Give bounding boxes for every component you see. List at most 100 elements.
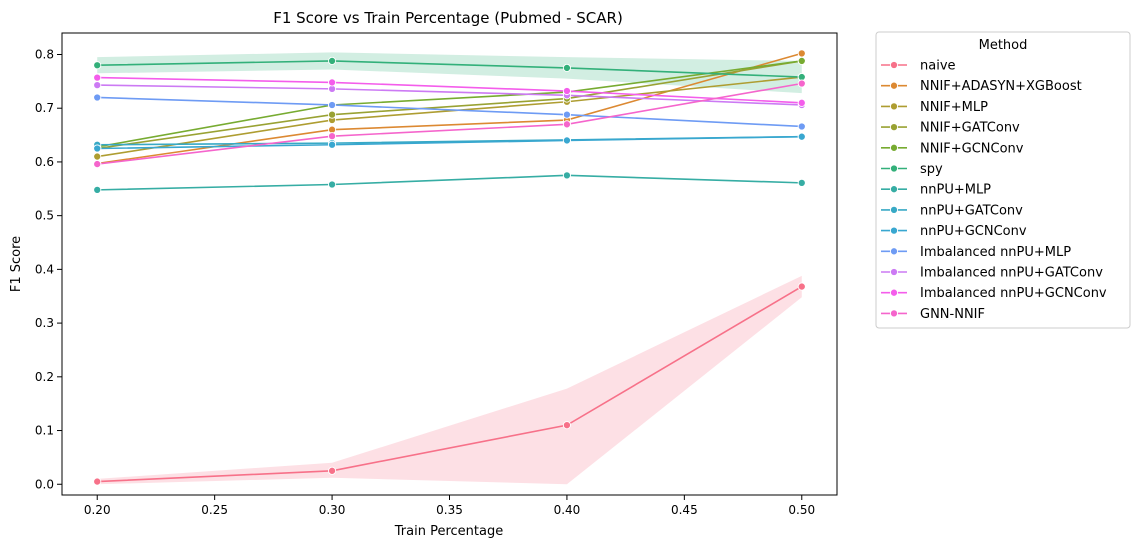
data-point xyxy=(797,178,806,187)
x-tick-label: 0.45 xyxy=(671,503,698,517)
data-point xyxy=(562,120,571,129)
data-point xyxy=(328,56,337,65)
x-tick-label: 0.20 xyxy=(84,503,111,517)
data-point xyxy=(328,466,337,475)
legend-item: Imbalanced nnPU+MLP xyxy=(881,245,1071,260)
data-point xyxy=(93,144,102,153)
y-axis-label: F1 Score xyxy=(9,236,24,292)
series-line xyxy=(97,135,802,150)
series-line xyxy=(97,60,802,148)
data-point xyxy=(93,477,102,486)
data-point xyxy=(562,421,571,430)
y-tick-label: 0.1 xyxy=(35,424,54,438)
legend-label: NNIF+MLP xyxy=(920,100,988,115)
data-point xyxy=(797,132,806,141)
data-point xyxy=(328,78,337,87)
legend-label: Imbalanced nnPU+GCNConv xyxy=(920,286,1107,301)
x-axis: 0.20 0.25 0.30 0.35 0.40 0.45 0.50 xyxy=(84,495,815,517)
data-point xyxy=(562,136,571,145)
x-tick-label: 0.50 xyxy=(788,503,815,517)
y-tick-label: 0.7 xyxy=(35,101,54,115)
legend-title: Method xyxy=(979,38,1028,53)
data-point xyxy=(93,81,102,90)
legend-label: nnPU+MLP xyxy=(920,183,991,198)
legend-label: nnPU+GATConv xyxy=(920,203,1023,218)
x-tick-label: 0.25 xyxy=(201,503,228,517)
series-line xyxy=(97,76,802,158)
legend-marker xyxy=(889,60,899,70)
data-point xyxy=(562,86,571,96)
series-line xyxy=(97,285,803,483)
data-point xyxy=(797,49,806,58)
series-line xyxy=(97,174,802,191)
legend-item: NNIF+MLP xyxy=(881,100,988,115)
legend-item: Imbalanced nnPU+GATConv xyxy=(881,266,1103,281)
data-point xyxy=(797,56,806,65)
series-line xyxy=(97,76,802,104)
data-point xyxy=(93,160,102,169)
chart-title: F1 Score vs Train Percentage (Pubmed - S… xyxy=(273,9,623,27)
data-point xyxy=(328,180,337,189)
data-point xyxy=(797,98,806,107)
confidence-bands xyxy=(97,52,802,485)
legend-item: NNIF+GCNConv xyxy=(881,141,1024,156)
legend-marker xyxy=(889,267,899,277)
data-point xyxy=(797,282,806,291)
legend-marker xyxy=(889,205,899,214)
legend: Method naive NNIF+ADASYN+XGBoost NNIF+MLP N… xyxy=(875,31,1131,329)
data-point xyxy=(93,185,102,194)
series-line xyxy=(97,60,802,78)
legend-marker xyxy=(889,309,899,318)
y-axis: 0.0 0.1 0.2 0.3 0.4 0.5 0.6 0.7 0.8 xyxy=(35,47,62,491)
data-point xyxy=(93,93,102,102)
legend-item: nnPU+GATConv xyxy=(881,203,1023,218)
legend-marker xyxy=(889,81,899,90)
legend-item: spy xyxy=(881,162,943,177)
legend-marker xyxy=(889,143,899,152)
legend-label: nnPU+GCNConv xyxy=(920,224,1027,239)
legend-label: NNIF+GCNConv xyxy=(920,141,1024,156)
legend-marker xyxy=(889,164,899,173)
series-lines xyxy=(97,52,803,483)
y-tick-label: 0.0 xyxy=(35,477,54,491)
data-point xyxy=(328,100,337,110)
legend-item: NNIF+GATConv xyxy=(881,121,1020,136)
data-point xyxy=(328,132,337,141)
series-line xyxy=(97,82,802,165)
data-point xyxy=(797,122,806,131)
legend-item: nnPU+MLP xyxy=(881,183,991,198)
data-point xyxy=(797,79,806,88)
data-point xyxy=(93,152,102,161)
y-tick-label: 0.2 xyxy=(35,370,54,384)
legend-box xyxy=(875,31,1131,329)
x-tick-label: 0.40 xyxy=(554,503,581,517)
legend-label: Imbalanced nnPU+MLP xyxy=(920,245,1071,260)
legend-item: GNN-NNIF xyxy=(881,307,985,322)
y-tick-label: 0.5 xyxy=(35,209,54,223)
legend-marker xyxy=(889,226,899,235)
legend-item: NNIF+ADASYN+XGBoost xyxy=(881,79,1082,94)
x-axis-label: Train Percentage xyxy=(394,524,503,539)
legend-label: Imbalanced nnPU+GATConv xyxy=(920,266,1103,281)
legend-marker xyxy=(889,123,899,132)
series-line xyxy=(97,96,802,128)
data-point xyxy=(328,140,337,149)
legend-item: naive xyxy=(881,59,956,74)
confidence-band xyxy=(97,275,802,485)
legend-item: Imbalanced nnPU+GCNConv xyxy=(881,286,1107,301)
legend-label: GNN-NNIF xyxy=(920,307,985,322)
data-point xyxy=(562,110,571,119)
legend-label: naive xyxy=(920,59,956,74)
legend-marker xyxy=(889,247,899,256)
data-point xyxy=(93,73,102,82)
data-point xyxy=(562,171,571,180)
data-point xyxy=(562,63,571,72)
legend-label: NNIF+GATConv xyxy=(920,121,1020,136)
data-point xyxy=(93,61,102,70)
series-points xyxy=(93,49,806,486)
legend-marker xyxy=(889,102,899,111)
data-point xyxy=(328,110,337,119)
y-tick-label: 0.4 xyxy=(35,262,54,276)
x-tick-label: 0.35 xyxy=(436,503,463,517)
